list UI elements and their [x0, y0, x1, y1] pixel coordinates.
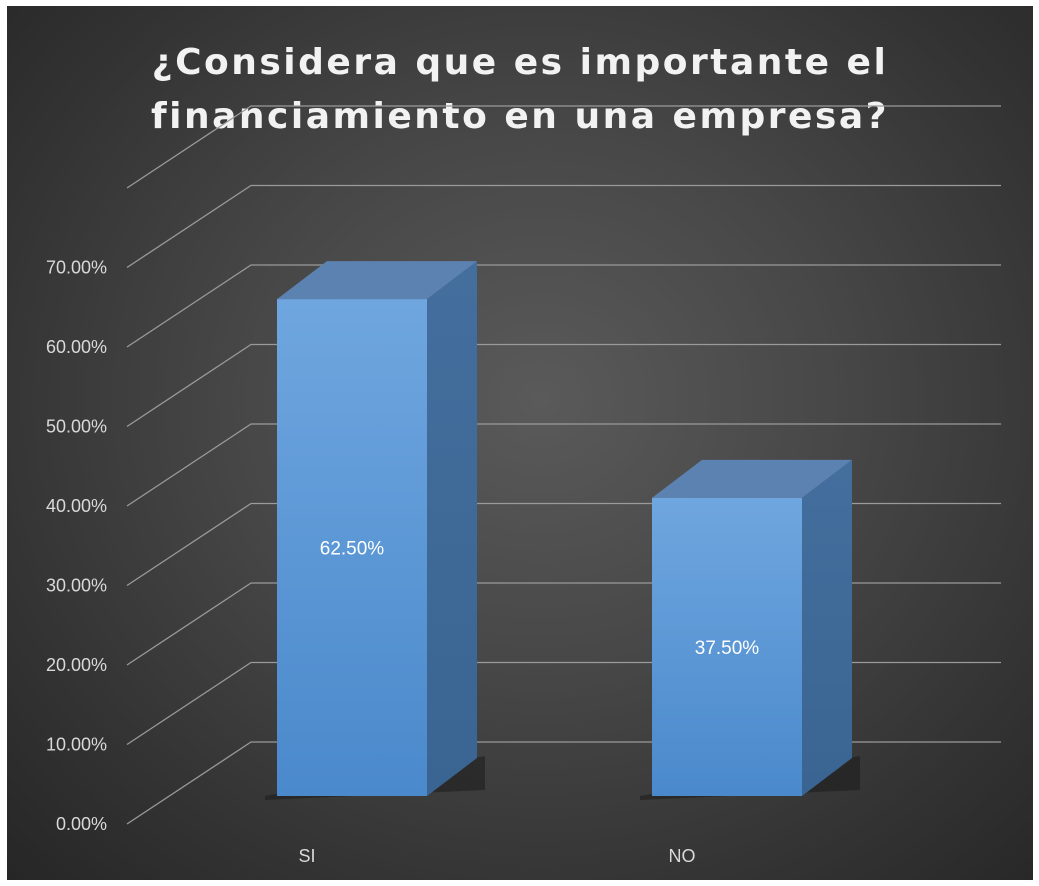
bar-si: 62.50% — [265, 261, 485, 800]
y-tick-label: 50.00% — [46, 417, 107, 437]
bar-top-face — [277, 261, 477, 300]
bar-front-face — [652, 497, 802, 796]
gridline — [126, 502, 1001, 587]
chart-area: ¿Considera que es importante el financia… — [7, 6, 1033, 880]
y-axis-ticks: 0.00% 10.00% 20.00% 30.00% 40.00% 50.00% 60.00… — [46, 258, 107, 835]
gridline — [126, 741, 1001, 825]
bar-front-face — [277, 299, 427, 796]
y-tick-label: 60.00% — [46, 337, 107, 357]
x-axis-categories: SI NO — [298, 846, 695, 866]
y-tick-label: 10.00% — [46, 735, 107, 755]
gridline — [126, 661, 1001, 746]
gridline — [126, 105, 1001, 189]
gridline — [126, 582, 1001, 666]
bars: 62.50% 37.50% — [265, 261, 860, 800]
chart-title-line-1: ¿Considera que es importante el — [151, 42, 889, 83]
x-category-label: NO — [669, 846, 696, 866]
data-label: 62.50% — [320, 539, 385, 560]
chart-title: ¿Considera que es importante el financia… — [7, 36, 1033, 144]
gridlines — [126, 105, 1001, 825]
bar-side-face — [802, 459, 852, 796]
chart-title-line-2: financiamiento en una empresa? — [150, 96, 890, 137]
gridline — [126, 423, 1001, 507]
bar-top-face — [652, 459, 852, 498]
y-tick-label: 70.00% — [46, 258, 107, 278]
gridline — [126, 184, 1001, 269]
plot-area: 0.00% 10.00% 20.00% 30.00% 40.00% 50.00% 60.00… — [46, 105, 1001, 866]
data-label: 37.50% — [695, 638, 760, 659]
bar-side-face — [427, 261, 477, 796]
y-tick-label: 40.00% — [46, 496, 107, 516]
x-category-label: SI — [298, 846, 315, 866]
y-tick-label: 20.00% — [46, 655, 107, 675]
y-tick-label: 0.00% — [56, 814, 107, 834]
y-tick-label: 30.00% — [46, 576, 107, 596]
gridline — [126, 343, 1001, 428]
gridline — [126, 264, 1001, 348]
bar-no: 37.50% — [640, 459, 860, 800]
